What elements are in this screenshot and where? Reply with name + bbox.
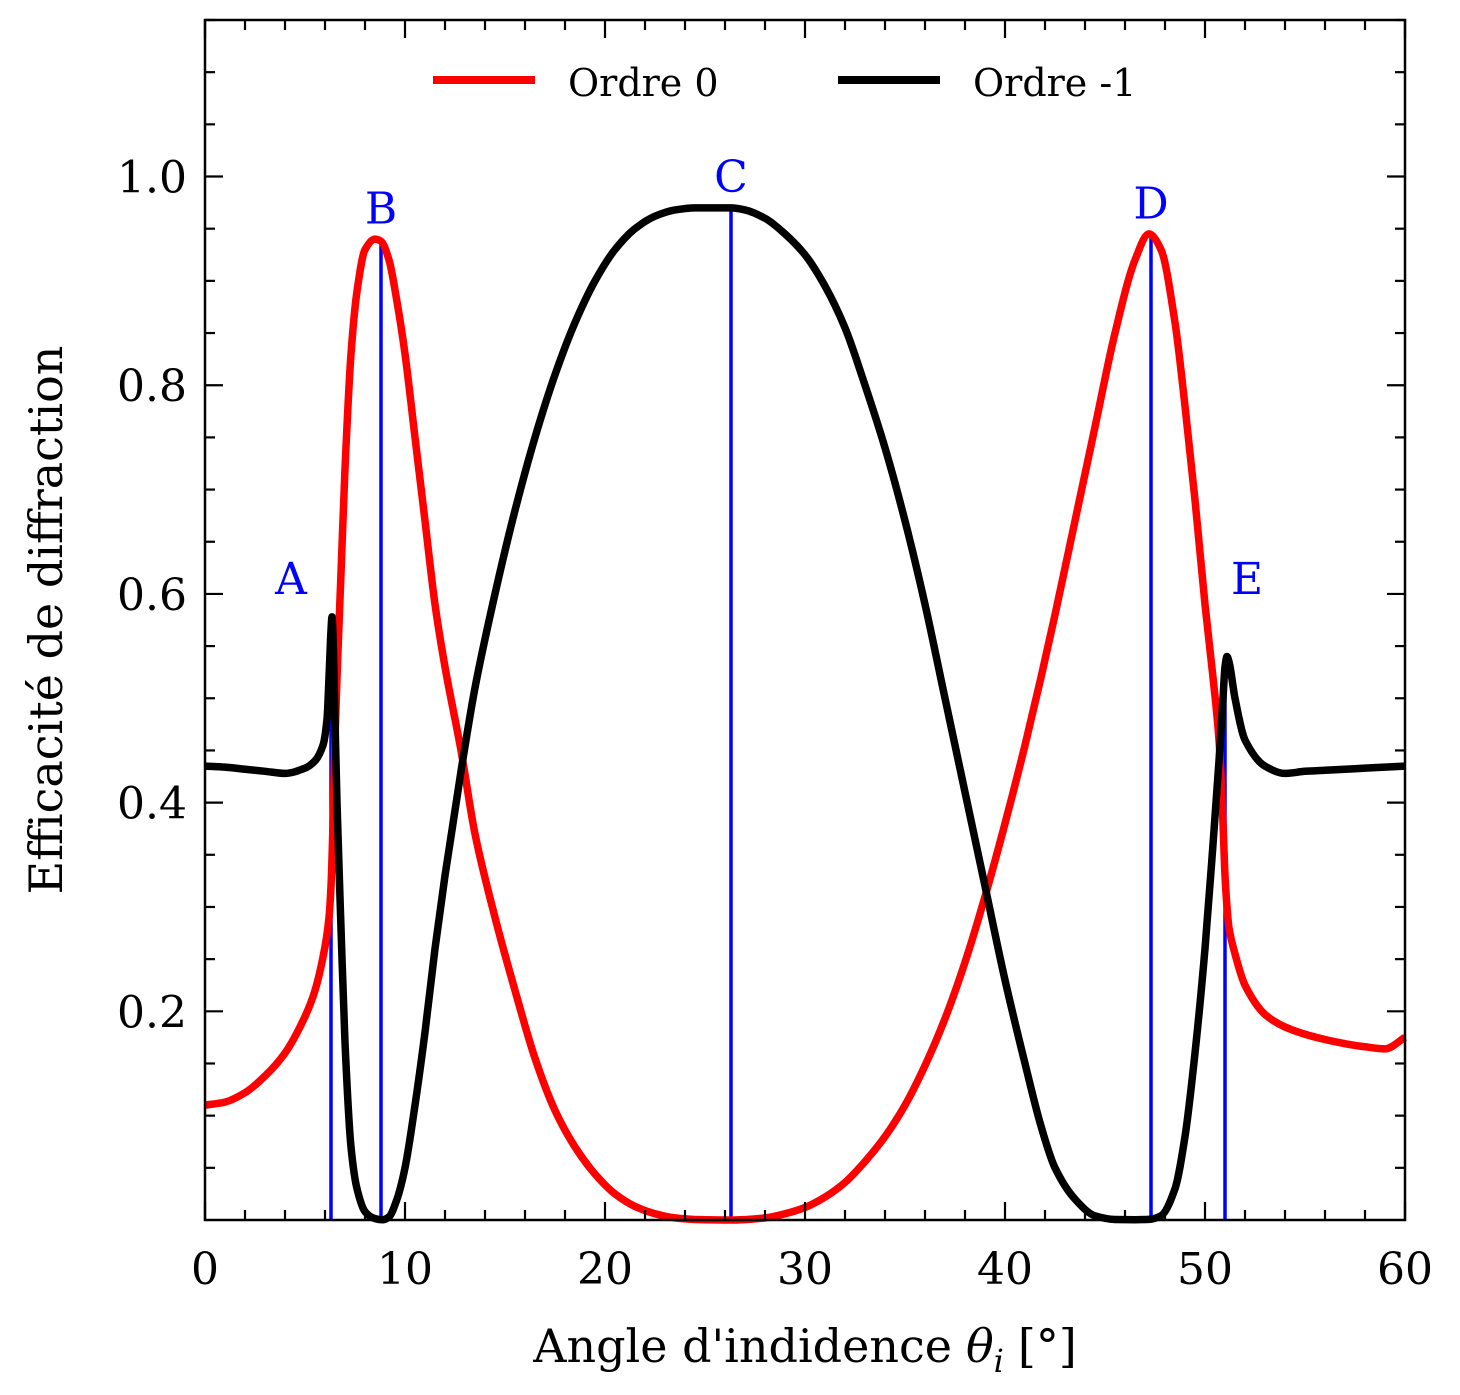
- legend-label-ordre-moins-1: Ordre -1: [973, 61, 1136, 105]
- x-axis-title-subscript: i: [994, 1342, 1004, 1380]
- plot-frame: [203, 18, 1407, 1222]
- marker-labels: A B C D E: [274, 152, 1263, 605]
- series-line-1: [204, 204, 1406, 1224]
- y-axis-title: Efficacité de diffraction: [19, 346, 73, 895]
- marker-label-c: C: [714, 152, 748, 203]
- x-tick-label: 0: [191, 1244, 219, 1295]
- x-tick-label: 40: [977, 1244, 1033, 1295]
- tick-labels: 0 10 20 30 40 50 60 0.2 0.4 0.6 0.8 1.0: [117, 153, 1433, 1295]
- marker-label-d: D: [1133, 178, 1168, 229]
- x-tick-label: 50: [1177, 1244, 1233, 1295]
- vertical-markers: [329, 207, 1227, 1220]
- marker-label-a: A: [274, 554, 308, 605]
- x-axis-title-text: Angle d'indidence: [532, 1319, 952, 1373]
- x-tick-label: 10: [377, 1244, 433, 1295]
- y-tick-label: 0.2: [117, 987, 187, 1038]
- y-tick-label: 0.8: [117, 361, 187, 412]
- x-tick-label: 30: [777, 1244, 833, 1295]
- x-tick-label: 60: [1377, 1244, 1433, 1295]
- x-axis-title-unit: [°]: [1018, 1319, 1077, 1373]
- legend: Ordre 0 Ordre -1: [433, 61, 1136, 105]
- legend-label-ordre-0: Ordre 0: [568, 61, 719, 105]
- marker-label-b: B: [365, 183, 397, 234]
- y-tick-label: 0.6: [117, 570, 187, 621]
- marker-label-e: E: [1231, 554, 1263, 605]
- x-axis-title-symbol: θ: [966, 1319, 994, 1373]
- y-tick-label: 0.4: [117, 779, 187, 830]
- x-axis-title: Angle d'indidence θi [°]: [532, 1319, 1077, 1380]
- axis-ticks: [203, 18, 1407, 1220]
- y-tick-label: 1.0: [117, 153, 187, 204]
- x-tick-label: 20: [577, 1244, 633, 1295]
